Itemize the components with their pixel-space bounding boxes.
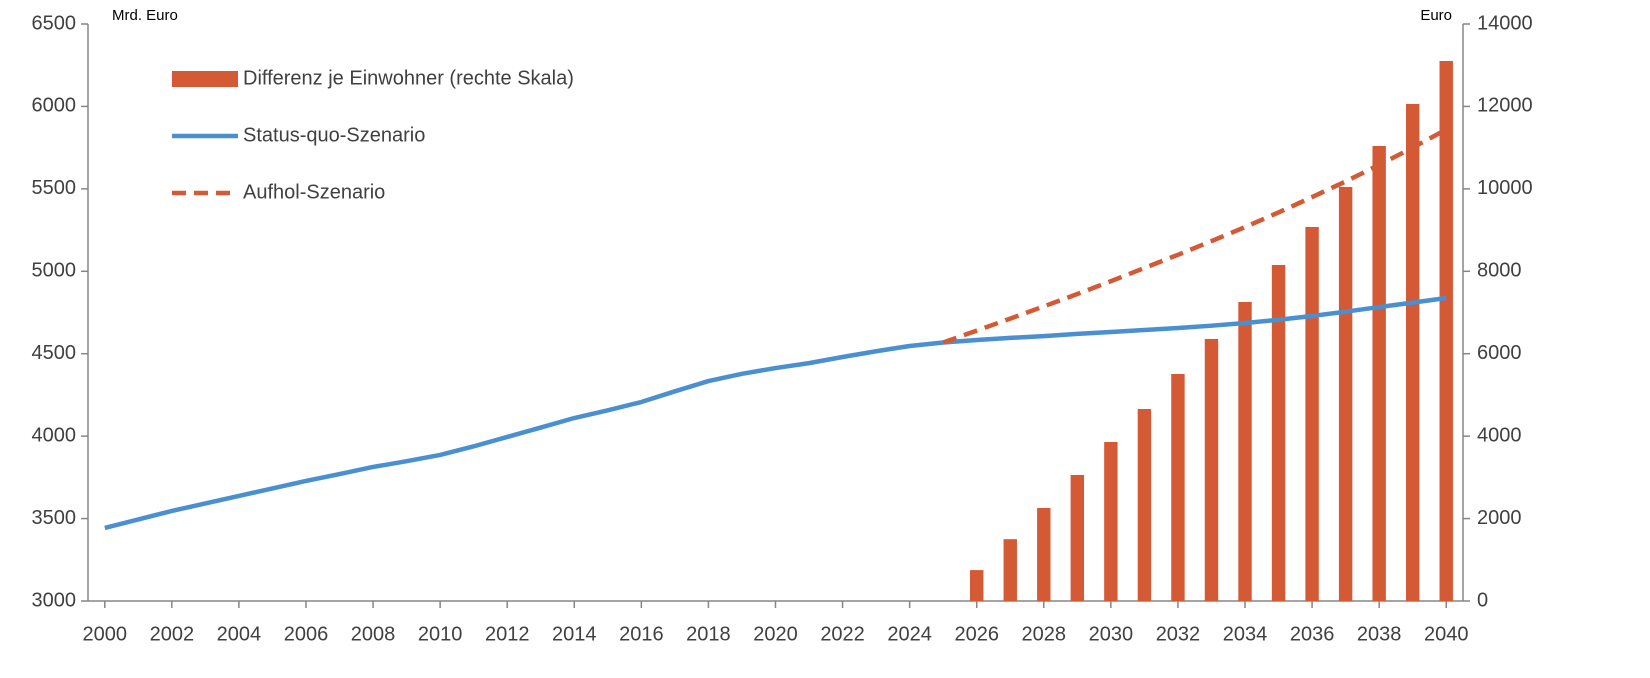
x-tick-label: 2006 (284, 623, 329, 645)
bar (1003, 539, 1017, 601)
y-axis-title: Mrd. Euro (112, 7, 178, 24)
bar (970, 570, 984, 601)
legend-label: Differenz je Einwohner (rechte Skala) (243, 67, 574, 89)
x-tick-label: 2034 (1223, 623, 1268, 645)
y2-tick-label: 0 (1477, 589, 1488, 611)
legend-label: Status-quo-Szenario (243, 124, 425, 146)
x-tick-label: 2030 (1089, 623, 1134, 645)
x-tick-label: 2000 (83, 623, 128, 645)
x-tick-label: 2036 (1290, 623, 1335, 645)
y-tick-label: 5500 (32, 177, 77, 199)
y2-tick-label: 4000 (1477, 424, 1522, 446)
y2-axis-title: Euro (1420, 7, 1452, 24)
y2-tick-label: 12000 (1477, 95, 1533, 117)
bar (1372, 145, 1386, 601)
x-tick-label: 2026 (954, 623, 999, 645)
y-tick-label: 6500 (32, 12, 77, 34)
y-tick-label: 4000 (32, 424, 77, 446)
bar (1305, 226, 1319, 602)
line (942, 127, 1448, 345)
y-tick-label: 6000 (32, 95, 77, 117)
x-tick-label: 2016 (619, 623, 664, 645)
bar (1439, 60, 1453, 601)
x-tick-label: 2020 (753, 623, 798, 645)
bar (1137, 408, 1152, 601)
y-tick-label: 3000 (32, 589, 77, 611)
y2-tick-label: 10000 (1477, 177, 1533, 199)
x-tick-label: 2022 (820, 623, 865, 645)
x-tick-label: 2018 (686, 623, 731, 645)
y2-tick-label: 14000 (1477, 12, 1533, 34)
x-tick-label: 2038 (1357, 623, 1402, 645)
bar (1104, 441, 1118, 601)
x-tick-label: 2012 (485, 623, 530, 645)
line (104, 295, 1447, 531)
y-tick-label: 3500 (32, 507, 77, 529)
bar (1405, 103, 1420, 601)
bar (1037, 507, 1051, 601)
bar (1271, 264, 1286, 601)
y2-tick-label: 8000 (1477, 260, 1522, 282)
y2-tick-label: 6000 (1477, 342, 1522, 364)
y-tick-label: 5000 (32, 260, 77, 282)
x-tick-label: 2002 (150, 623, 195, 645)
x-tick-label: 2032 (1156, 623, 1201, 645)
y-tick-label: 4500 (32, 342, 77, 364)
y2-tick-label: 2000 (1477, 507, 1522, 529)
bar (1204, 338, 1219, 601)
bar (1338, 186, 1353, 601)
x-tick-label: 2040 (1424, 623, 1469, 645)
x-tick-label: 2004 (217, 623, 262, 645)
bar (1171, 373, 1185, 601)
x-tick-label: 2008 (351, 623, 396, 645)
x-tick-label: 2014 (552, 623, 597, 645)
bar (1238, 301, 1252, 601)
bar (1070, 475, 1085, 601)
x-tick-label: 2010 (418, 623, 463, 645)
legend-swatch (172, 71, 238, 87)
x-tick-label: 2024 (887, 623, 932, 645)
x-tick-label: 2028 (1022, 623, 1067, 645)
legend-label: Aufhol-Szenario (243, 181, 385, 203)
